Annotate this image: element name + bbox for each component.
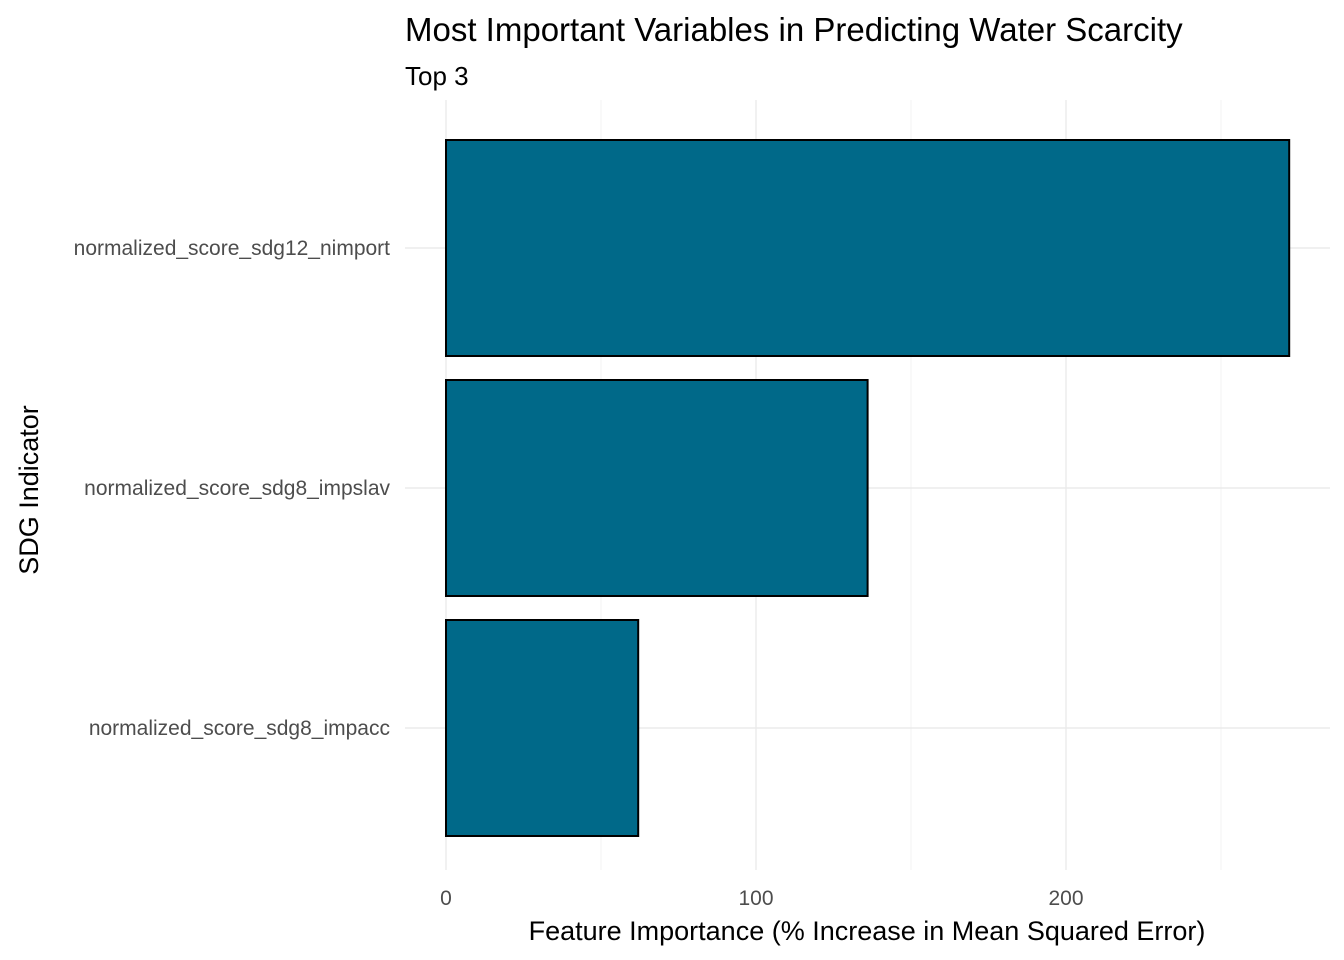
bar-normalized_score_sdg12_nimport [445, 139, 1291, 357]
y-tick-label-1: normalized_score_sdg8_impslav [84, 477, 390, 500]
bar-normalized_score_sdg8_impslav [445, 379, 869, 597]
x-tick-labels: 0 100 200 [440, 887, 1083, 910]
bar-normalized_score_sdg8_impacc [445, 619, 640, 837]
x-tick-label-2: 200 [1048, 887, 1083, 910]
x-tick-label-1: 100 [738, 887, 773, 910]
y-tick-labels: normalized_score_sdg12_nimport normalized… [74, 237, 391, 740]
y-axis-title: SDG Indicator [14, 405, 44, 575]
y-tick-label-0: normalized_score_sdg12_nimport [74, 237, 391, 260]
x-axis-title: Feature Importance (% Increase in Mean S… [529, 916, 1206, 946]
chart-title: Most Important Variables in Predicting W… [405, 11, 1183, 48]
chart-subtitle: Top 3 [405, 61, 469, 91]
x-tick-label-0: 0 [440, 887, 452, 910]
bars [445, 139, 1291, 837]
y-tick-label-2: normalized_score_sdg8_impacc [89, 717, 390, 740]
